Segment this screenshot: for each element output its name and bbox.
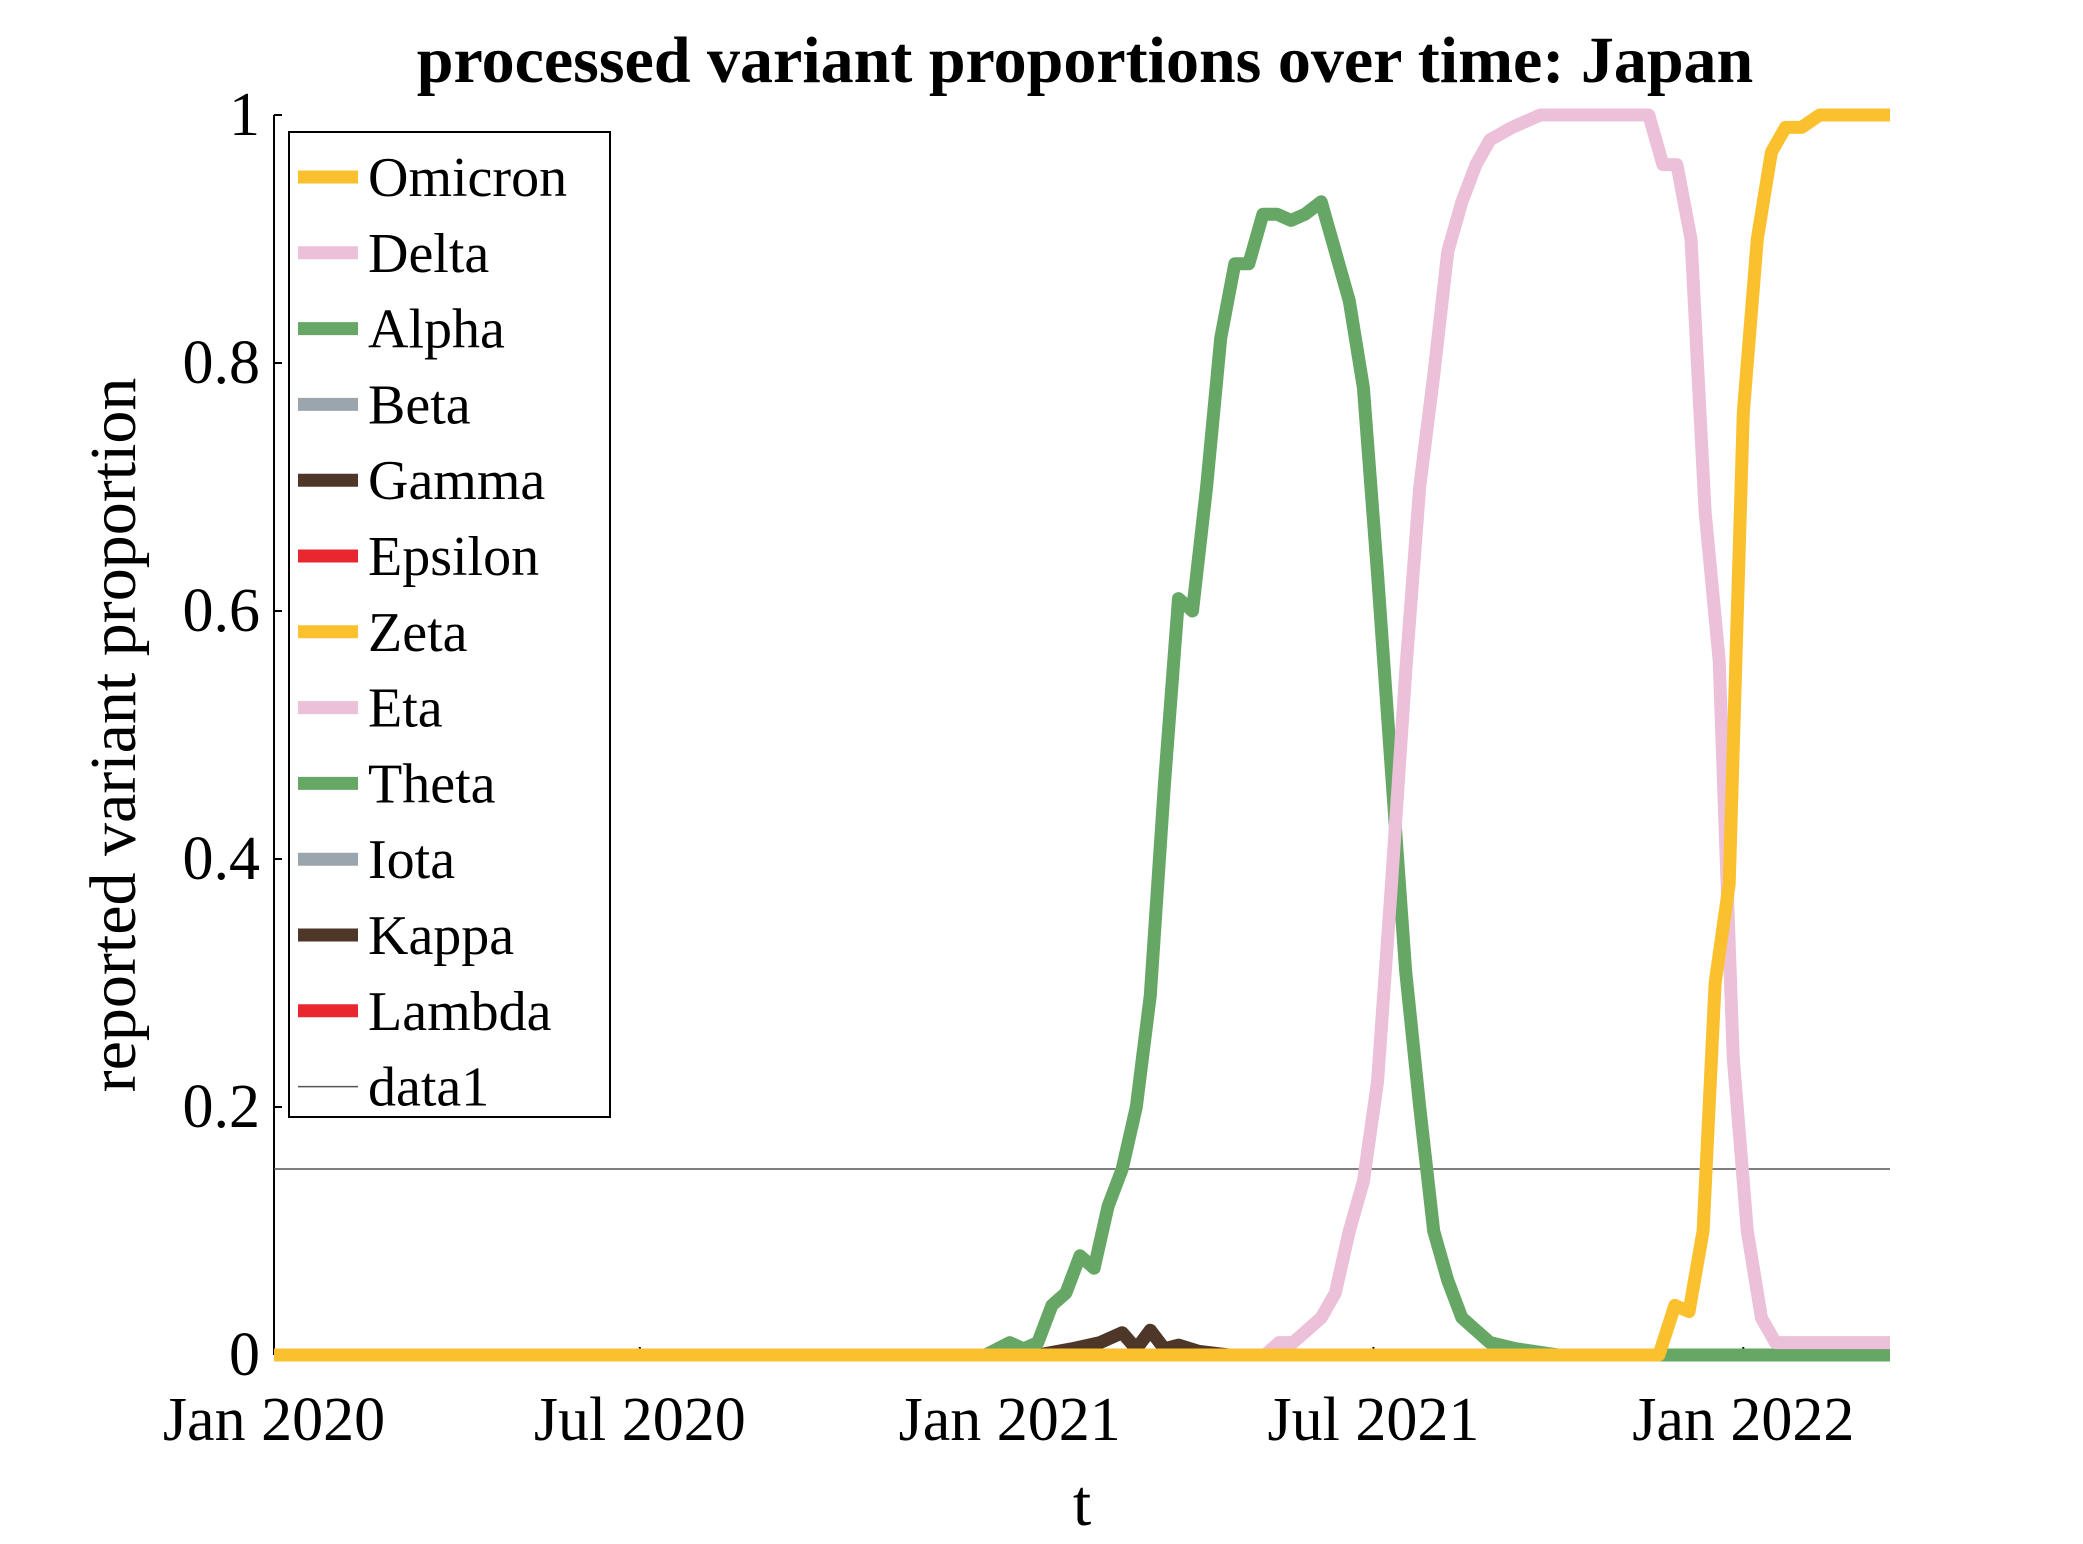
chart-title: processed variant proportions over time:…	[417, 24, 1753, 97]
series-line-alpha	[274, 195, 1890, 1362]
legend-label-gamma: Gamma	[368, 450, 545, 512]
y-axis-label: reported variant proportion	[77, 378, 150, 1093]
legend-label-epsilon: Epsilon	[368, 526, 539, 588]
series-line-delta	[274, 108, 1890, 1362]
legend-label-delta: Delta	[368, 223, 489, 285]
x-axis-label: t	[1073, 1467, 1091, 1540]
plot-area: 00.20.40.60.81 Jan 2020 Jul 2020 Jan 2021 J…	[163, 81, 1890, 1454]
legend-label-alpha: Alpha	[368, 299, 505, 361]
legend-label-iota: Iota	[368, 829, 455, 891]
x-tick-label: Jan 2022	[1632, 1386, 1854, 1454]
legend-box	[288, 131, 611, 1118]
x-tick-label: Jul 2021	[1268, 1386, 1480, 1454]
y-axis-ticks: 0 0.2 0.4 0.6 0.8 1	[183, 81, 282, 1389]
y-tick-label: 1	[229, 81, 260, 149]
legend-label-kappa: Kappa	[368, 905, 514, 967]
y-tick-label: 0	[229, 1321, 260, 1389]
legend-label-data1: data1	[368, 1057, 489, 1119]
legend-label-eta: Eta	[368, 678, 443, 740]
legend-label-zeta: Zeta	[368, 602, 468, 664]
y-tick-label: 0.6	[183, 577, 261, 645]
legend: Omicron Delta Alpha Beta Gamma Epsilon Zeta Eta…	[288, 131, 611, 1119]
x-tick-label: Jul 2020	[534, 1386, 746, 1454]
y-tick-label: 0.4	[183, 825, 261, 893]
legend-items: Omicron Delta Alpha Beta Gamma Epsilon Zeta Eta…	[298, 147, 567, 1119]
legend-label-lambda: Lambda	[368, 981, 552, 1043]
x-tick-label: Jan 2020	[163, 1386, 385, 1454]
x-axis-ticks: Jan 2020 Jul 2020 Jan 2021 Jul 2021 Jan 2022	[163, 1347, 1854, 1454]
legend-label-omicron: Omicron	[368, 147, 567, 209]
legend-label-theta: Theta	[368, 753, 496, 815]
y-tick-label: 0.2	[183, 1073, 261, 1141]
y-tick-label: 0.8	[183, 329, 261, 397]
series-lines	[274, 108, 1890, 1362]
x-tick-label: Jan 2021	[899, 1386, 1121, 1454]
legend-label-beta: Beta	[368, 374, 471, 436]
series-line-omicron	[274, 108, 1890, 1362]
